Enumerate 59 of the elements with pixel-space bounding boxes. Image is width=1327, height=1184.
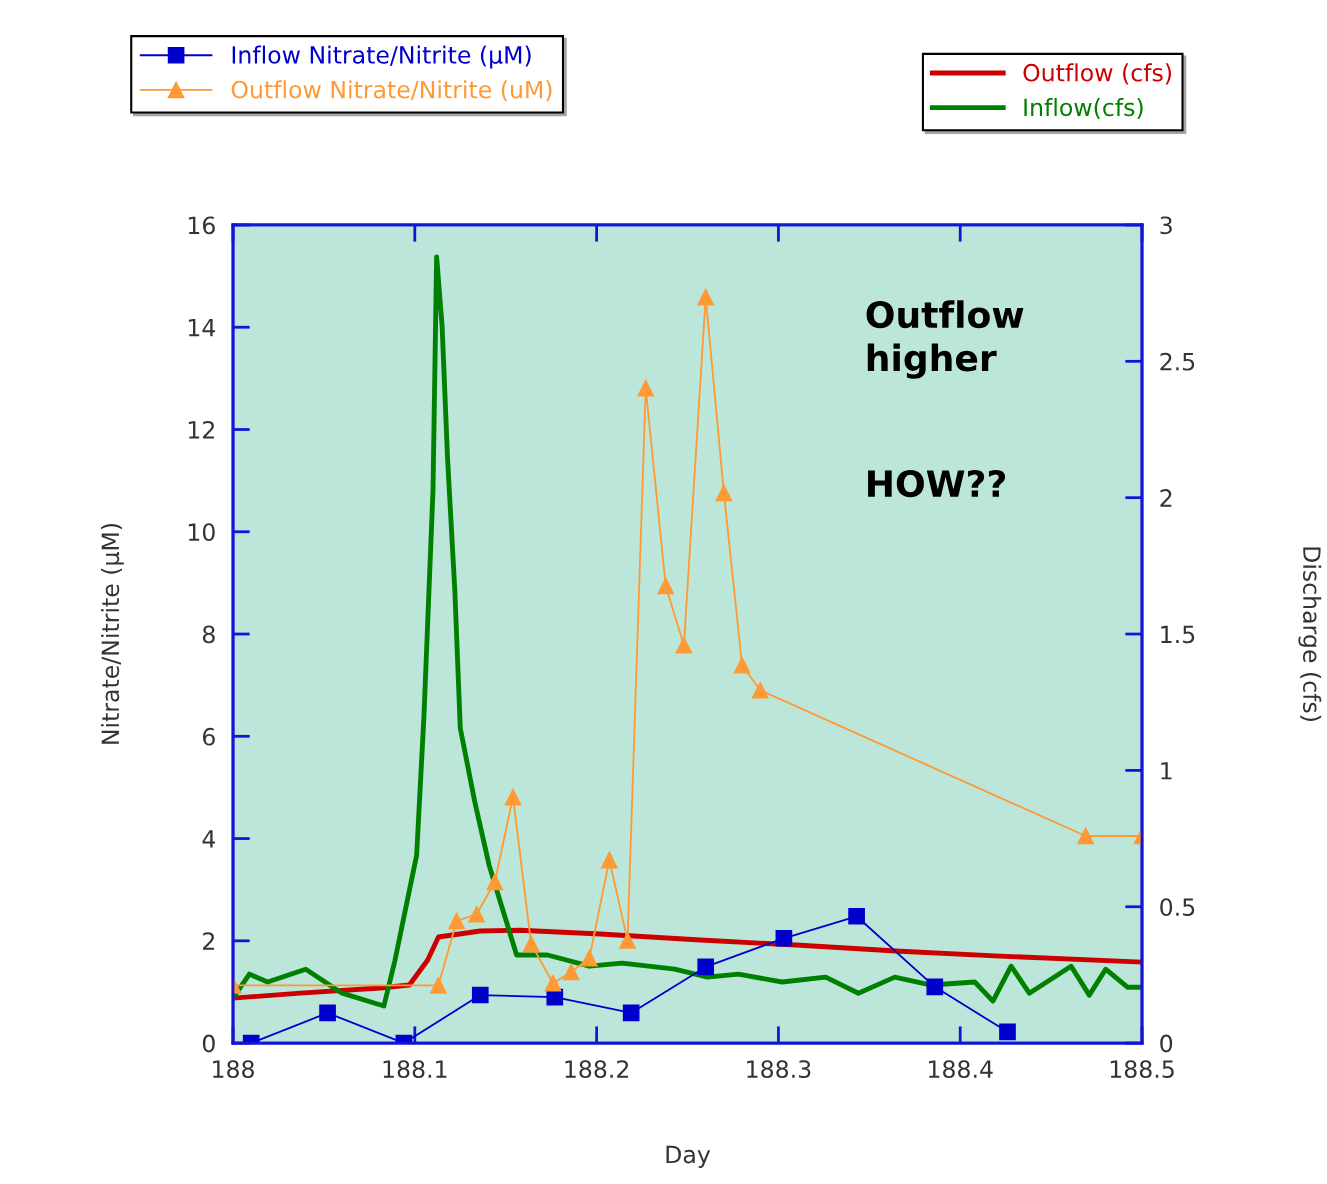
- point: [775, 929, 793, 947]
- legend-label: Inflow Nitrate/Nitrite (µM): [232, 45, 531, 69]
- y-tick-label: 0: [202, 1034, 215, 1053]
- y-axis-title: Nitrate/Nitrite (µM): [100, 523, 124, 744]
- y-tick-label: 10: [188, 523, 215, 542]
- legend-label: Inflow(cfs): [1024, 97, 1143, 120]
- point: [562, 963, 580, 981]
- point: [1077, 827, 1094, 845]
- point: [999, 1023, 1016, 1041]
- y2-axis-title: Discharge (cfs): [1298, 547, 1322, 721]
- y2-tick-label: 3: [1160, 216, 1172, 235]
- point: [926, 978, 944, 996]
- y-tick-label: 8: [202, 625, 215, 644]
- point: [486, 873, 504, 891]
- point: [430, 976, 447, 994]
- y-tick-label: 12: [188, 420, 214, 439]
- point: [733, 656, 751, 674]
- y2-tick-label: 1.5: [1161, 625, 1195, 644]
- point: [657, 577, 675, 595]
- y-tick-label: 16: [188, 216, 215, 235]
- y2-tick-label: 0: [1160, 1034, 1173, 1053]
- point: [697, 958, 715, 976]
- y-tick-label: 2: [203, 932, 214, 950]
- x-tick-label: 188.3: [747, 1060, 811, 1079]
- y-tick-label: 6: [202, 727, 215, 746]
- point: [544, 974, 562, 992]
- y2-tick-label: 1: [1161, 762, 1172, 780]
- point: [504, 788, 522, 806]
- point: [619, 931, 636, 949]
- x-tick-label: 188.2: [565, 1060, 629, 1079]
- point: [601, 851, 618, 869]
- point: [848, 907, 865, 925]
- point: [622, 1004, 640, 1022]
- x-axis-title: Day: [666, 1145, 711, 1168]
- point: [522, 935, 540, 953]
- point: [751, 681, 769, 699]
- annotation: Outflow higher: [866, 300, 1024, 379]
- x-tick-label: 188.4: [929, 1060, 993, 1079]
- x-tick-label: 188.1: [383, 1060, 447, 1079]
- legend-label: Outflow (cfs): [1023, 63, 1172, 85]
- point: [471, 986, 489, 1004]
- point: [697, 288, 715, 306]
- legend-label: Outflow Nitrate/Nitrite (uM): [231, 80, 552, 102]
- y-tick-label: 4: [202, 830, 216, 848]
- point: [581, 949, 598, 967]
- x-tick-label: 188.5: [1110, 1060, 1174, 1079]
- y-tick-label: 14: [188, 318, 216, 337]
- point: [675, 636, 693, 654]
- point: [448, 912, 465, 930]
- x-tick-label: 188: [213, 1060, 254, 1079]
- point: [637, 379, 655, 397]
- point: [468, 905, 485, 923]
- point: [715, 484, 733, 502]
- y2-tick-label: 2.5: [1160, 352, 1195, 371]
- line-series: [233, 927, 1143, 1001]
- annotation: HOW??: [868, 469, 1006, 498]
- y2-tick-label: 0.5: [1160, 898, 1195, 917]
- point: [319, 1004, 336, 1022]
- y2-tick-label: 2: [1160, 489, 1172, 507]
